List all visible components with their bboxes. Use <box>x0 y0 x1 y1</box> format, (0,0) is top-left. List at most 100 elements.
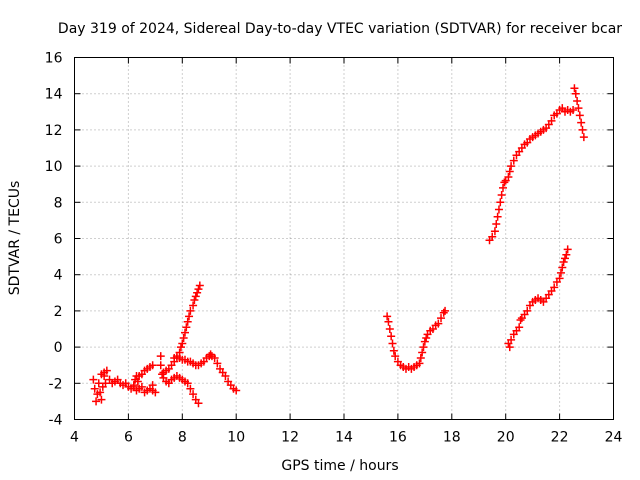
data-point <box>562 250 571 259</box>
data-point <box>180 328 189 337</box>
data-point <box>500 178 509 187</box>
data-point <box>523 306 532 315</box>
y-axis-label: SDTVAR / TECUs <box>7 181 23 296</box>
data-point <box>195 281 204 290</box>
y-tick-label: 0 <box>54 340 63 356</box>
y-tick-label: 8 <box>54 195 63 211</box>
data-point <box>92 397 101 406</box>
data-point <box>206 350 215 359</box>
data-point <box>509 156 518 165</box>
data-point <box>190 296 199 305</box>
data-point <box>560 254 569 263</box>
data-point <box>516 315 525 324</box>
data-point <box>507 335 516 344</box>
data-point <box>420 337 429 346</box>
data-point <box>388 339 397 348</box>
data-point <box>385 325 394 333</box>
y-tick-label: 14 <box>45 87 63 103</box>
data-point <box>232 386 241 395</box>
data-point <box>577 118 586 127</box>
data-point <box>559 258 568 267</box>
data-point <box>505 343 514 352</box>
data-point <box>183 317 192 326</box>
data-series-1 <box>89 361 160 406</box>
data-series-4 <box>485 84 588 245</box>
data-point <box>490 227 499 236</box>
x-tick-label: 24 <box>605 430 623 446</box>
data-points <box>89 84 588 408</box>
data-point <box>418 348 427 357</box>
data-point <box>550 283 559 292</box>
data-point <box>441 306 450 315</box>
x-tick-label: 10 <box>227 430 245 446</box>
data-point <box>497 191 506 200</box>
data-point <box>574 104 583 113</box>
x-tick-label: 22 <box>551 430 569 446</box>
data-point <box>183 379 192 388</box>
x-tick-label: 4 <box>70 430 79 446</box>
data-point <box>137 382 146 391</box>
data-point <box>185 312 194 321</box>
data-point <box>148 361 157 370</box>
y-tick-label: 10 <box>45 159 63 175</box>
data-point <box>439 308 448 317</box>
data-series-5 <box>504 245 572 352</box>
x-tick-label: 18 <box>443 430 461 446</box>
data-point <box>391 352 400 361</box>
y-tick-label: 4 <box>54 268 63 284</box>
data-point <box>97 395 106 404</box>
data-point <box>176 343 185 352</box>
y-tick-label: 12 <box>45 123 63 139</box>
data-point <box>129 381 138 390</box>
data-point <box>384 317 393 326</box>
data-series-2 <box>156 281 241 408</box>
x-tick-label: 16 <box>389 430 407 446</box>
y-tick-label: -4 <box>49 413 63 429</box>
data-point <box>213 359 222 368</box>
grid <box>74 57 614 420</box>
data-point <box>504 172 513 181</box>
data-point <box>194 285 203 294</box>
data-point <box>570 84 579 93</box>
plot-frame <box>74 57 614 420</box>
data-point <box>186 306 195 315</box>
x-axis-label: GPS time / hours <box>281 458 398 474</box>
x-tick-label: 6 <box>124 430 133 446</box>
data-point <box>416 353 425 362</box>
data-point <box>221 372 230 381</box>
data-point <box>563 245 572 254</box>
x-tick-label: 14 <box>335 430 353 446</box>
data-point <box>571 89 580 98</box>
data-point <box>575 111 584 120</box>
data-point <box>547 116 556 125</box>
data-point <box>492 220 501 229</box>
data-point <box>419 343 428 352</box>
data-point <box>488 232 497 241</box>
data-point <box>156 352 165 361</box>
data-point <box>494 205 503 214</box>
x-tick-label: 8 <box>178 430 187 446</box>
y-tick-label: -2 <box>49 376 63 392</box>
data-point <box>89 375 98 384</box>
data-point <box>578 125 587 134</box>
data-point <box>102 366 111 375</box>
data-point <box>194 399 203 408</box>
data-point <box>94 379 103 388</box>
data-point <box>573 96 582 105</box>
data-point <box>383 312 392 321</box>
chart-title: Day 319 of 2024, Sidereal Day-to-day VTE… <box>58 21 622 37</box>
data-point <box>189 301 198 310</box>
data-point <box>422 334 431 343</box>
data-point <box>186 384 195 393</box>
data-point <box>556 268 565 277</box>
data-point <box>193 288 202 297</box>
data-point <box>437 314 446 323</box>
data-point <box>493 212 502 221</box>
data-point <box>569 105 578 114</box>
data-point <box>158 370 167 379</box>
data-point <box>415 359 424 368</box>
data-point <box>133 377 142 386</box>
data-point <box>101 379 110 388</box>
data-point <box>96 388 105 397</box>
y-tick-label: 2 <box>54 304 63 320</box>
